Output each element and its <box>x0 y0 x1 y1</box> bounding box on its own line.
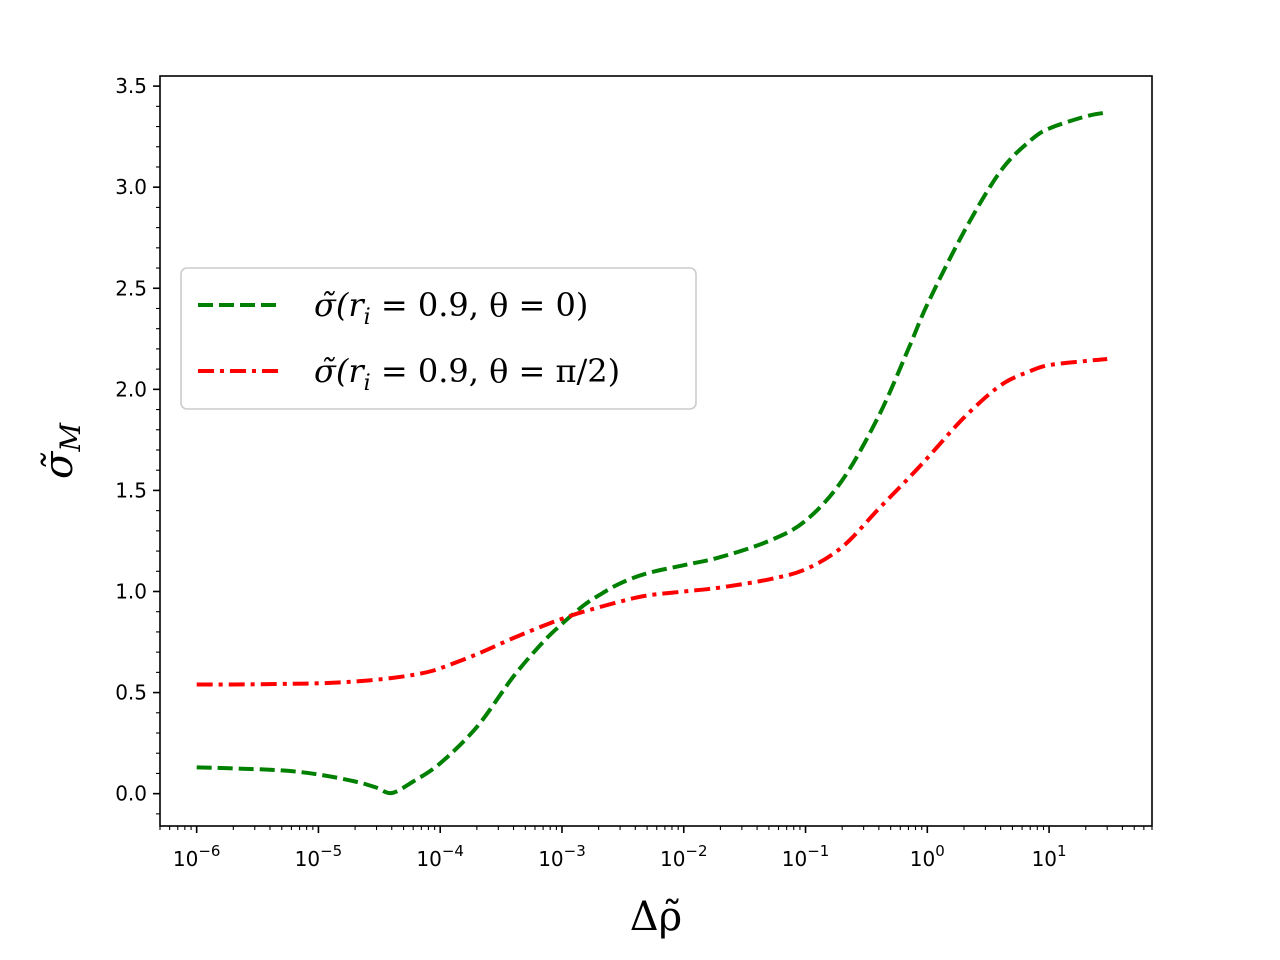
series-layer <box>196 110 1108 796</box>
x-tick-label: 10−4 <box>416 842 464 871</box>
legend-label: σ̃(ri = 0.9, θ = 0) <box>314 286 588 330</box>
x-tick-label: 100 <box>910 842 945 871</box>
x-tick-label: 10−5 <box>295 842 343 871</box>
y-tick-label: 0.5 <box>115 681 147 705</box>
x-axis-title-text: Δρ̃ <box>630 894 682 940</box>
legend-label: σ̃(ri = 0.9, θ = π/2) <box>314 352 620 396</box>
legend-box <box>180 267 697 410</box>
y-tick-label: 1.5 <box>115 478 147 502</box>
y-axis: 0.0 0.5 1.0 1.5 2.0 2.5 3.0 3.5 <box>115 74 160 815</box>
x-tick-label: 10−1 <box>782 842 830 871</box>
y-axis-title: σ̃M <box>36 422 87 479</box>
x-tick-label: 10−2 <box>660 842 708 871</box>
series-line-2 <box>196 357 1108 687</box>
x-tick-label: 10−6 <box>173 842 221 871</box>
y-axis-title-text: σ̃ <box>36 450 82 479</box>
series-line-1 <box>196 110 1108 796</box>
y-tick-label: 0.0 <box>115 782 147 806</box>
x-axis-title: Δρ̃ <box>630 894 682 940</box>
y-axis-title-sub: M <box>54 422 87 453</box>
x-tick-label: 10−3 <box>538 842 586 871</box>
x-tick-label: 101 <box>1032 842 1067 871</box>
plot-frame <box>159 75 1153 827</box>
x-axis: 10−6 10−5 10−4 10−3 10−2 10−1 100 101 <box>159 826 1153 871</box>
y-tick-label: 3.0 <box>115 175 147 199</box>
legend: σ̃(ri = 0.9, θ = 0) σ̃(ri = 0.9, θ = π/2) <box>180 267 697 410</box>
y-tick-label: 2.0 <box>115 377 147 401</box>
y-tick-label: 3.5 <box>115 74 147 98</box>
y-tick-label: 2.5 <box>115 276 147 300</box>
y-tick-label: 1.0 <box>115 579 147 603</box>
